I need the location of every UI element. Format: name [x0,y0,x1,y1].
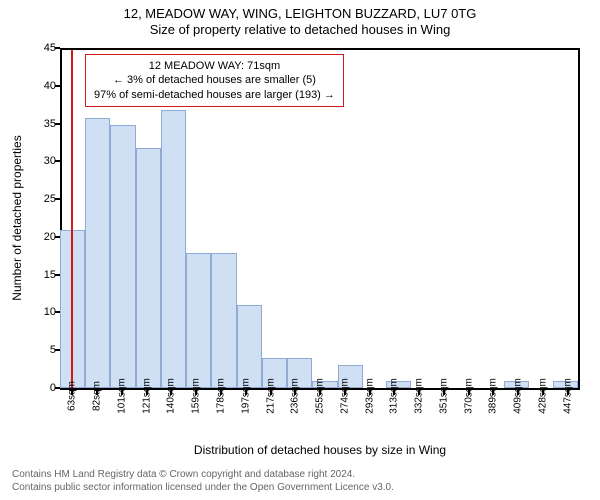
x-tick-label: 236sqm [290,378,301,414]
bar [110,125,135,388]
x-tick: 82sqm [85,390,110,445]
x-tick-label: 217sqm [265,378,276,414]
x-tick-label: 389sqm [488,378,499,414]
x-tick: 159sqm [184,390,209,445]
bar [237,305,262,388]
bar [136,148,161,388]
info-box-line1: 12 MEADOW WAY: 71sqm [94,59,335,73]
x-tick-label: 293sqm [364,378,375,414]
x-tick: 63sqm [60,390,85,445]
y-tick-label: 45 [26,42,56,54]
bar [211,253,236,388]
x-tick: 293sqm [357,390,382,445]
x-tick-label: 409sqm [513,378,524,414]
footer-line1: Contains HM Land Registry data © Crown c… [12,469,394,482]
x-tick-label: 178sqm [215,378,226,414]
footer-attribution: Contains HM Land Registry data © Crown c… [12,469,394,494]
x-tick-label: 428sqm [537,378,548,414]
y-tick-label: 35 [26,118,56,130]
x-axis-ticks: 63sqm82sqm101sqm121sqm140sqm159sqm178sqm… [60,390,580,445]
x-tick: 389sqm [481,390,506,445]
x-tick-label: 332sqm [414,378,425,414]
x-tick: 121sqm [134,390,159,445]
x-tick-label: 197sqm [240,378,251,414]
y-tick-label: 0 [26,382,56,394]
x-tick-label: 255sqm [315,378,326,414]
x-tick: 351sqm [431,390,456,445]
x-tick-label: 121sqm [141,378,152,414]
x-tick: 447sqm [555,390,580,445]
y-tick-label: 20 [26,231,56,243]
y-tick-label: 10 [26,306,56,318]
x-tick: 409sqm [506,390,531,445]
x-tick-label: 101sqm [116,378,127,414]
x-tick: 101sqm [110,390,135,445]
plot-area: 12 MEADOW WAY: 71sqm ← 3% of detached ho… [60,48,580,388]
x-tick-label: 63sqm [67,381,78,411]
footer-line2: Contains public sector information licen… [12,482,394,495]
reference-info-box: 12 MEADOW WAY: 71sqm ← 3% of detached ho… [85,54,344,107]
info-box-line3: 97% of semi-detached houses are larger (… [94,88,335,102]
bar [186,253,211,388]
x-tick-label: 82sqm [92,381,103,411]
x-tick: 236sqm [283,390,308,445]
x-tick: 197sqm [233,390,258,445]
x-tick: 255sqm [308,390,333,445]
chart-title-line2: Size of property relative to detached ho… [0,22,600,37]
x-tick: 178sqm [209,390,234,445]
chart-title-line1: 12, MEADOW WAY, WING, LEIGHTON BUZZARD, … [0,6,600,21]
x-tick: 428sqm [531,390,556,445]
x-tick: 274sqm [332,390,357,445]
x-tick-label: 313sqm [389,378,400,414]
x-tick: 313sqm [382,390,407,445]
y-tick-label: 40 [26,80,56,92]
reference-marker-line [71,50,73,388]
x-tick-label: 274sqm [339,378,350,414]
x-tick-label: 159sqm [191,378,202,414]
x-tick: 140sqm [159,390,184,445]
x-axis-label: Distribution of detached houses by size … [60,443,580,457]
y-tick-label: 30 [26,155,56,167]
y-tick-label: 15 [26,269,56,281]
y-tick-label: 25 [26,193,56,205]
x-tick: 332sqm [407,390,432,445]
bar [161,110,186,388]
chart-container: 12, MEADOW WAY, WING, LEIGHTON BUZZARD, … [0,0,600,500]
info-box-line2: ← 3% of detached houses are smaller (5) [94,73,335,87]
x-tick-label: 447sqm [562,378,573,414]
x-tick-label: 370sqm [463,378,474,414]
x-tick-label: 140sqm [166,378,177,414]
bar [85,118,110,388]
x-tick-label: 351sqm [438,378,449,414]
y-tick-label: 5 [26,344,56,356]
x-tick: 370sqm [456,390,481,445]
x-tick: 217sqm [258,390,283,445]
